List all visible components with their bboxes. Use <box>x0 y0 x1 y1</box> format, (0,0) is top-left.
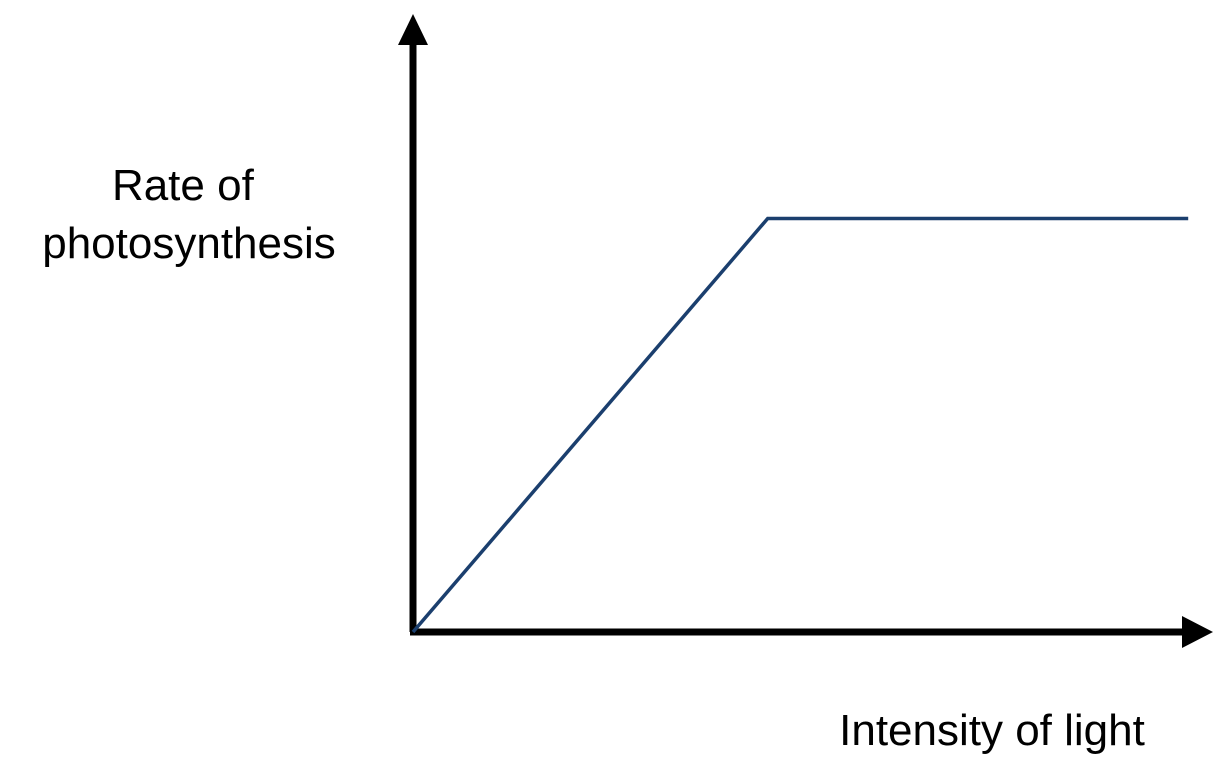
y-axis-label-line-2: photosynthesis <box>42 219 336 268</box>
x-axis-arrow <box>1182 616 1213 648</box>
y-axis-label: Rate of photosynthesis <box>42 161 336 268</box>
y-axis-label-line-1: Rate of <box>112 161 255 210</box>
series-line <box>411 216 1189 634</box>
y-axis-arrow <box>398 14 428 45</box>
x-axis-label: Intensity of light <box>839 706 1145 755</box>
